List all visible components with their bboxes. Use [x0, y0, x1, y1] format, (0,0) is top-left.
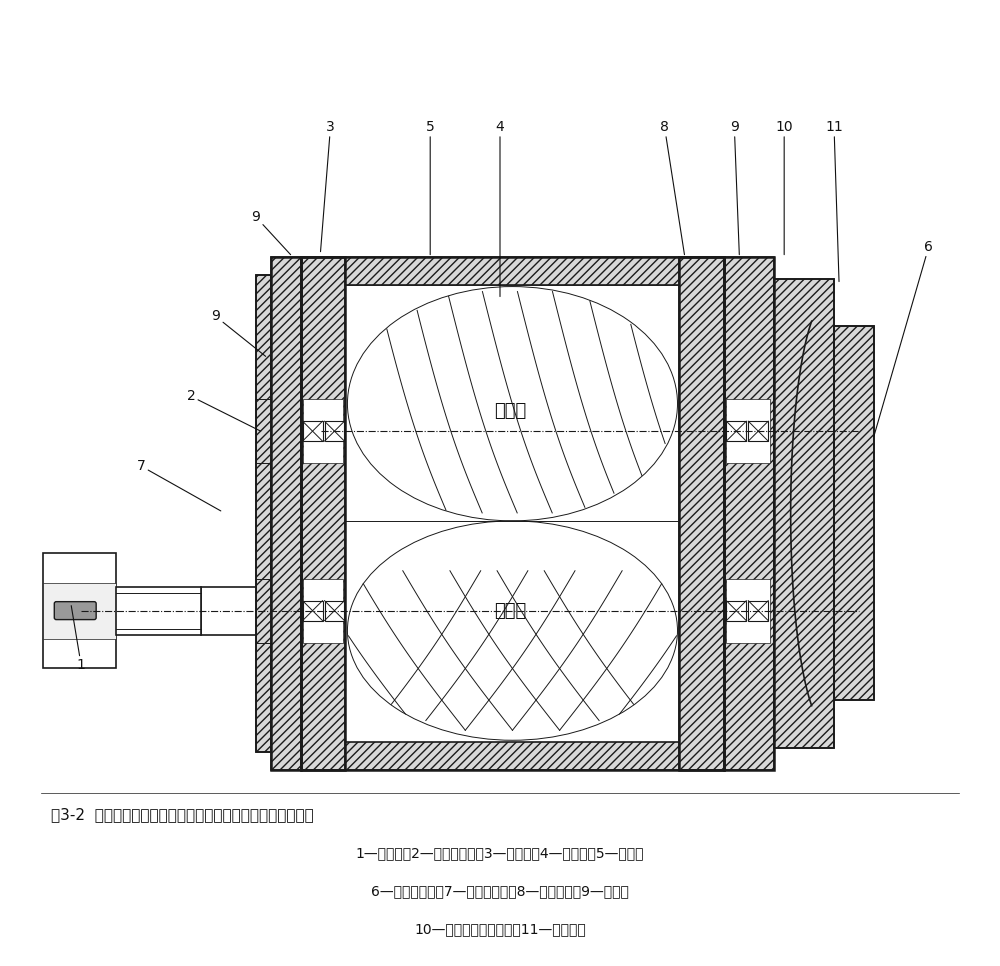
Text: 6—出口端端盖；7—轴密封组件；8—调整垫片；9—轴承；: 6—出口端端盖；7—轴密封组件；8—调整垫片；9—轴承； — [371, 884, 629, 897]
Bar — [116, 586, 201, 635]
Bar — [303, 601, 323, 620]
Bar — [724, 257, 774, 770]
Text: 9: 9 — [251, 210, 291, 255]
Bar — [834, 327, 874, 700]
Text: 1—主转子；2—轴承定位环；3—轴承座；4—副转子；5—机壳；: 1—主转子；2—轴承定位环；3—轴承座；4—副转子；5—机壳； — [356, 846, 644, 860]
Text: 4: 4 — [496, 120, 504, 297]
Bar — [256, 274, 271, 753]
Bar — [256, 579, 271, 642]
Text: 10: 10 — [775, 120, 793, 255]
Bar — [726, 601, 746, 620]
Text: 7: 7 — [137, 459, 221, 511]
Text: 3: 3 — [321, 120, 335, 252]
Bar — [724, 257, 774, 770]
Bar — [303, 579, 343, 642]
Bar — [748, 601, 768, 620]
Bar — [256, 399, 271, 463]
Bar — [345, 285, 679, 742]
Bar — [748, 421, 768, 441]
Text: 8: 8 — [660, 120, 684, 255]
Text: 11: 11 — [825, 120, 843, 281]
Bar — [271, 257, 301, 770]
Bar — [726, 579, 770, 642]
Text: 10—轴承并帽和定位环；11—蝶形垫片: 10—轴承并帽和定位环；11—蝶形垫片 — [414, 922, 586, 936]
Bar — [301, 257, 724, 770]
Bar — [271, 257, 301, 770]
Bar — [301, 742, 724, 770]
Text: 副转子: 副转子 — [494, 402, 526, 420]
Bar — [301, 257, 724, 285]
Text: 9: 9 — [730, 120, 739, 255]
Bar — [301, 257, 345, 770]
Bar — [834, 327, 874, 700]
Bar — [43, 582, 116, 639]
Bar — [303, 399, 343, 463]
FancyBboxPatch shape — [54, 602, 96, 619]
Bar — [774, 278, 834, 749]
Text: 9: 9 — [211, 309, 266, 356]
Text: 图3-2  无增速齿轮机构的双螺杆式空压机主机结构图（俯视）: 图3-2 无增速齿轮机构的双螺杆式空压机主机结构图（俯视） — [51, 808, 314, 822]
Bar — [43, 553, 116, 668]
Text: 2: 2 — [187, 389, 261, 431]
Bar — [325, 601, 344, 620]
Bar — [726, 399, 770, 463]
Bar — [325, 421, 344, 441]
Text: 5: 5 — [426, 120, 435, 255]
Bar — [679, 257, 724, 770]
Text: 6: 6 — [874, 240, 933, 436]
Bar — [303, 421, 323, 441]
Bar — [301, 257, 345, 770]
Text: 主转子: 主转子 — [494, 602, 526, 619]
Bar — [726, 421, 746, 441]
Bar — [201, 586, 256, 635]
Text: 1: 1 — [71, 606, 86, 672]
Bar — [301, 285, 724, 742]
Bar — [256, 274, 271, 753]
Bar — [679, 257, 724, 770]
Bar — [774, 278, 834, 749]
